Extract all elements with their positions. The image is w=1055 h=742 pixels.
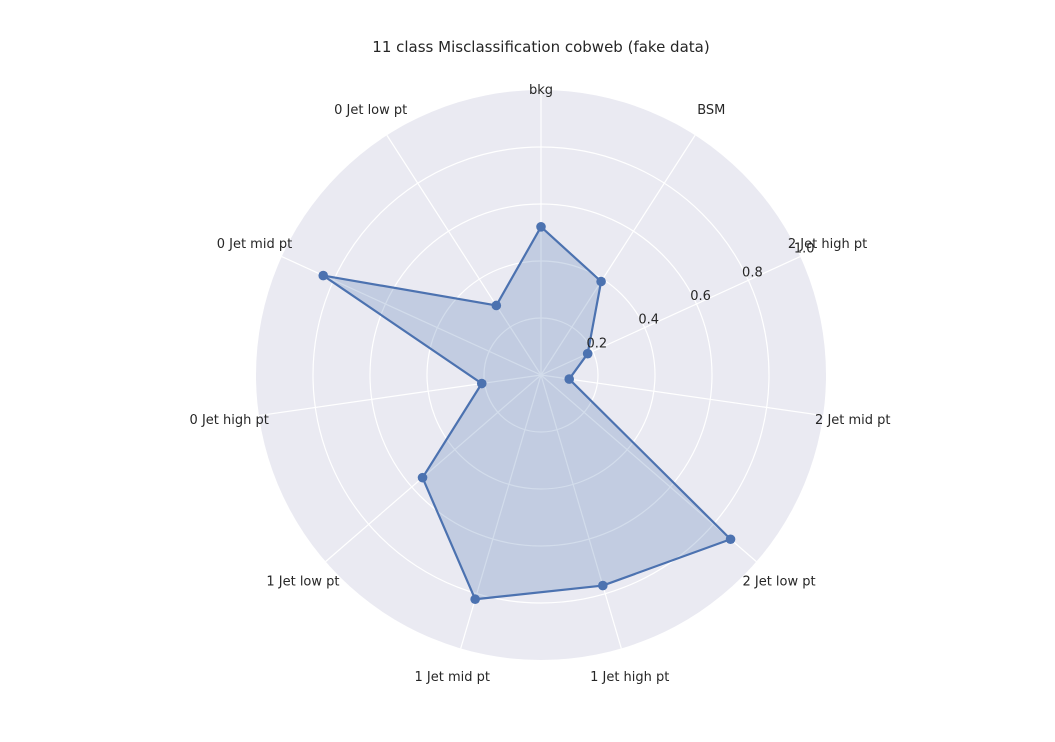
radial-tick-label: 0.4 <box>638 313 659 328</box>
category-label: 0 Jet mid pt <box>217 237 292 252</box>
data-point <box>725 534 736 545</box>
grid-spoke <box>325 374 542 563</box>
data-point <box>417 472 428 483</box>
radial-tick-label: 1.0 <box>794 242 815 257</box>
category-label: 0 Jet low pt <box>334 103 407 118</box>
grid-spoke <box>258 374 542 417</box>
radial-tick-label: 0.6 <box>690 289 711 304</box>
category-label: 1 Jet high pt <box>590 670 669 685</box>
category-label: 2 Jet high pt <box>788 237 867 252</box>
category-label: 2 Jet mid pt <box>815 413 890 428</box>
grid-spoke <box>540 374 824 417</box>
category-labels: bkg BSM 2 Jet high pt 2 Jet mid pt 2 Jet low… <box>190 83 891 685</box>
category-label: 0 Jet high pt <box>190 413 269 428</box>
data-point <box>582 348 593 359</box>
grid-spoke <box>540 374 622 649</box>
chart-title: 11 class Misclassification cobweb (fake … <box>372 38 709 56</box>
radial-tick-label: 0.8 <box>742 265 763 280</box>
data-point <box>596 276 606 287</box>
data-point <box>564 374 575 384</box>
grid-spoke <box>386 134 542 376</box>
category-label: 1 Jet low pt <box>266 574 339 589</box>
radial-tick-label: 0.2 <box>587 336 608 351</box>
category-label: bkg <box>529 83 553 98</box>
data-point <box>476 378 487 389</box>
radial-tick-labels: 0.2 0.4 0.6 0.8 1.0 <box>587 242 815 352</box>
series-layer <box>318 222 736 605</box>
grid-spoke <box>540 134 696 376</box>
data-point <box>318 270 329 281</box>
category-label: 2 Jet low pt <box>742 574 815 589</box>
data-point <box>491 300 502 311</box>
series-area <box>323 226 731 600</box>
data-point <box>536 222 546 232</box>
data-point <box>598 580 608 591</box>
data-point <box>470 594 480 605</box>
series-line <box>322 225 732 601</box>
category-label: BSM <box>697 103 725 118</box>
category-label: 1 Jet mid pt <box>415 670 490 685</box>
